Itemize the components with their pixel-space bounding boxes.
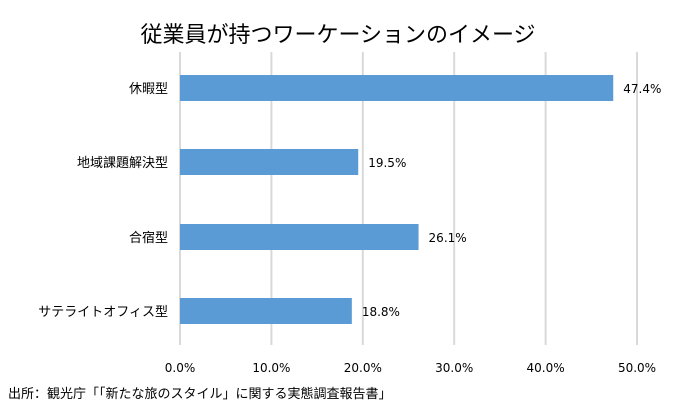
x-tick-labels: 0.0% 10.0% 20.0% 30.0% 40.0% 50.0% [165,361,656,375]
data-labels: 47.4% 19.5% 26.1% 18.8% [362,82,662,319]
data-label: 19.5% [368,156,406,170]
bar [180,75,614,101]
bars [180,75,614,324]
x-tick-label: 0.0% [165,361,196,375]
data-label: 47.4% [623,82,661,96]
category-label: 休暇型 [129,82,168,97]
x-tick-label: 50.0% [618,361,656,375]
x-tick-label: 20.0% [344,361,382,375]
data-label: 26.1% [429,231,467,245]
x-tick-label: 40.0% [527,361,565,375]
bar [180,149,359,175]
bar [180,298,352,324]
category-label: 地域課題解決型 [77,155,168,171]
category-label: 合宿型 [129,230,168,246]
bar [180,224,419,250]
chart-title: 従業員が持つワーケーションのイメージ [140,23,535,48]
x-tick-label: 10.0% [252,361,290,375]
x-tick-label: 30.0% [435,361,473,375]
source-note: 出所：観光庁「「新たな旅のスタイル」に関する実態調査報告書」 [8,386,392,402]
category-label: サテライトオフィス型 [38,305,168,320]
data-label: 18.8% [362,305,400,319]
